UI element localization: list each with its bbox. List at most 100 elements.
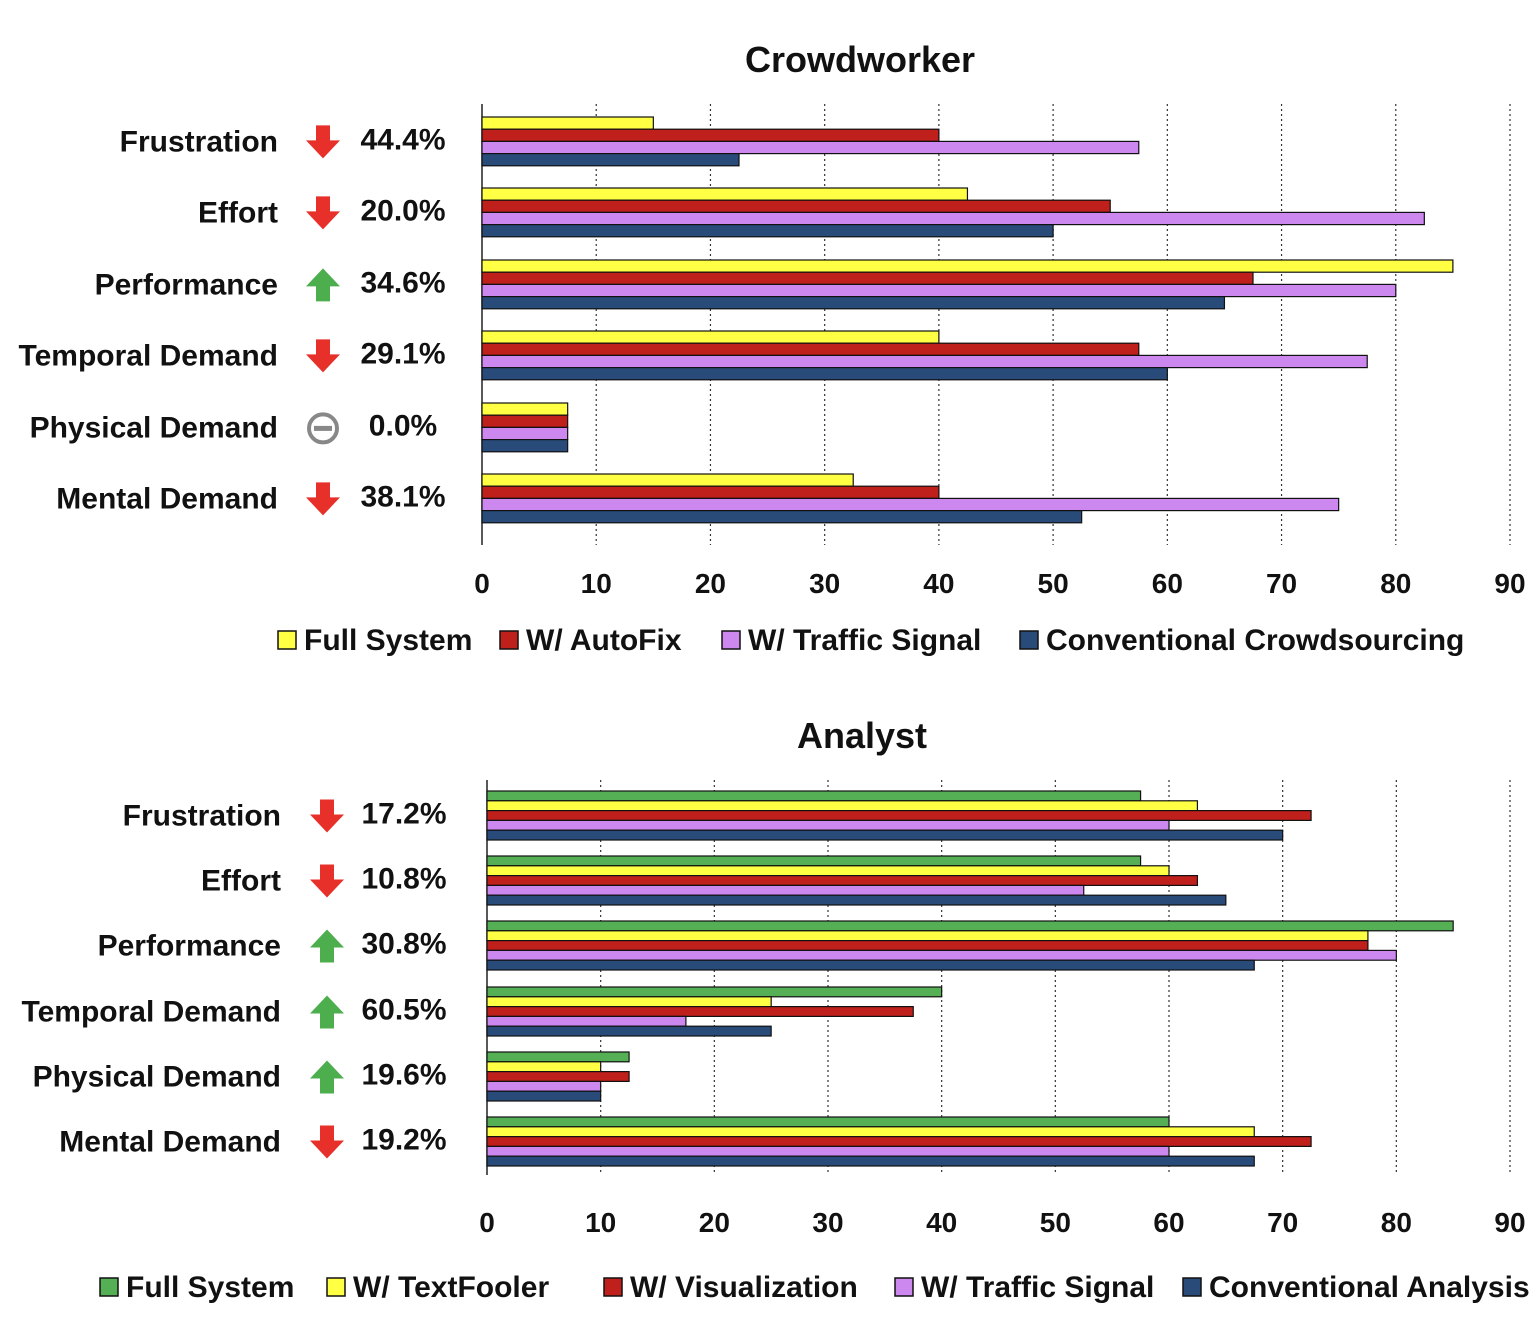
legend-label: Full System: [126, 1271, 294, 1304]
bar-w-textfooler-frustration: [486, 800, 1199, 812]
legend-item-w-autofix: W/ AutoFix: [499, 624, 682, 657]
arrow-up-icon: [310, 929, 344, 963]
arrow-up-icon: [310, 1060, 344, 1094]
x-tick-label: 50: [1038, 568, 1069, 599]
bar-conventional-analysis-temporal-demand: [486, 1025, 772, 1037]
legend-swatch: [1182, 1277, 1202, 1297]
category-label: Effort: [198, 196, 278, 229]
arrow-down-icon: [306, 196, 340, 230]
category-label: Physical Demand: [33, 1061, 281, 1094]
arrow-down-icon: [310, 864, 344, 898]
bar-full-system-temporal-demand: [486, 986, 943, 998]
bar-conventional-crowdsourcing-mental-demand: [481, 510, 1083, 524]
x-tick-label: 60: [1152, 568, 1183, 599]
bar-w-visualization-performance: [486, 939, 1369, 951]
legend-item-w-traffic-signal: W/ Traffic Signal: [894, 1271, 1154, 1304]
x-tick-label: 30: [809, 568, 840, 599]
bar-w-autofix-effort: [481, 199, 1111, 213]
legend-swatch: [499, 630, 519, 650]
bar-w-autofix-performance: [481, 271, 1254, 286]
bar-w-visualization-frustration: [486, 809, 1312, 821]
legend-label: Full System: [304, 624, 472, 657]
x-tick-label: 80: [1381, 1207, 1412, 1238]
arrow-down-icon: [306, 339, 340, 373]
change-percent-label: 30.8%: [361, 928, 446, 961]
bar-w-textfooler-performance: [486, 930, 1369, 942]
bar-w-traffic-signal-performance: [481, 283, 1397, 298]
change-percent-label: 20.0%: [360, 194, 445, 227]
change-percent-label: 0.0%: [369, 409, 437, 442]
arrow-down-icon: [306, 482, 340, 516]
x-tick-label: 60: [1153, 1207, 1184, 1238]
bar-w-traffic-signal-mental-demand: [481, 497, 1340, 512]
bar-full-system-temporal-demand: [481, 330, 940, 344]
legend-label: W/ TextFooler: [353, 1271, 549, 1304]
category-label: Frustration: [120, 125, 278, 158]
bar-w-visualization-physical-demand: [486, 1070, 630, 1082]
category-label: Physical Demand: [30, 411, 278, 444]
bar-w-visualization-temporal-demand: [486, 1005, 914, 1017]
x-tick-label: 50: [1040, 1207, 1071, 1238]
bar-w-textfooler-temporal-demand: [486, 996, 772, 1008]
bar-full-system-physical-demand: [486, 1051, 630, 1063]
x-tick-label: 40: [923, 568, 954, 599]
legend-item-w-visualization: W/ Visualization: [603, 1271, 858, 1304]
category-label: Temporal Demand: [22, 996, 282, 1029]
legend-item-full-system: Full System: [99, 1271, 294, 1304]
category-label: Mental Demand: [59, 1126, 281, 1159]
bar-full-system-performance: [481, 259, 1454, 273]
chart-crowdworker: Crowdworker 0 10 20 30 40 50 60 70 80 90 Frustratio…: [19, 39, 1526, 657]
bar-w-traffic-signal-temporal-demand: [481, 354, 1368, 369]
bar-w-autofix-temporal-demand: [481, 342, 1140, 357]
legend-item-conventional-analysis: Conventional Analysis: [1182, 1271, 1530, 1304]
x-tick-label: 30: [812, 1207, 843, 1238]
arrow-up-icon: [310, 995, 344, 1029]
bar-full-system-mental-demand: [486, 1116, 1170, 1128]
x-tick-label: 0: [474, 568, 490, 599]
bar-full-system-frustration: [486, 790, 1142, 802]
legend-item-w-textfooler: W/ TextFooler: [326, 1271, 549, 1304]
category-label: Temporal Demand: [19, 339, 279, 372]
change-percent-label: 38.1%: [360, 480, 445, 513]
bar-conventional-crowdsourcing-temporal-demand: [481, 367, 1168, 381]
bar-w-traffic-signal-mental-demand: [486, 1145, 1170, 1157]
bar-conventional-crowdsourcing-effort: [481, 224, 1054, 238]
bar-conventional-analysis-performance: [486, 959, 1255, 971]
legend-label: Conventional Crowdsourcing: [1046, 624, 1464, 657]
change-percent-label: 17.2%: [361, 798, 446, 831]
legend-swatch: [894, 1277, 914, 1297]
category-label: Effort: [201, 865, 281, 898]
change-percent-label: 19.2%: [361, 1124, 446, 1157]
x-tick-label: 10: [581, 568, 612, 599]
legend-swatch: [603, 1277, 623, 1297]
change-percent-label: 10.8%: [361, 863, 446, 896]
bar-w-autofix-mental-demand: [481, 485, 940, 500]
chart-title: Crowdworker: [745, 39, 975, 80]
change-percent-label: 19.6%: [361, 1059, 446, 1092]
bar-conventional-crowdsourcing-frustration: [481, 153, 740, 167]
bar-w-traffic-signal-frustration: [481, 140, 1140, 155]
x-tick-label: 0: [479, 1207, 495, 1238]
change-percent-label: 29.1%: [360, 337, 445, 370]
bar-w-autofix-frustration: [481, 128, 940, 142]
bar-w-traffic-signal-performance: [486, 949, 1397, 961]
category-label: Mental Demand: [56, 482, 278, 515]
bar-w-textfooler-effort: [486, 865, 1170, 877]
bar-w-textfooler-mental-demand: [486, 1126, 1255, 1138]
arrow-down-icon: [310, 799, 344, 833]
bar-w-traffic-signal-effort: [481, 211, 1425, 226]
chart-analyst: Analyst 0 10 20 30 40 50 60 70 80 90 Frustration 17.…: [22, 715, 1530, 1304]
bar-w-textfooler-physical-demand: [486, 1061, 602, 1073]
bar-w-traffic-signal-effort: [486, 884, 1085, 896]
bar-full-system-mental-demand: [481, 473, 854, 487]
neutral-circle: [307, 412, 339, 445]
neutral-bar: [314, 425, 332, 431]
x-tick-label: 90: [1494, 1207, 1525, 1238]
bar-full-system-frustration: [481, 116, 654, 130]
bar-conventional-crowdsourcing-physical-demand: [481, 439, 569, 453]
category-label: Frustration: [123, 800, 281, 833]
legend-swatch: [99, 1277, 119, 1297]
change-percent-label: 34.6%: [360, 266, 445, 299]
legend-label: Conventional Analysis: [1209, 1271, 1530, 1304]
